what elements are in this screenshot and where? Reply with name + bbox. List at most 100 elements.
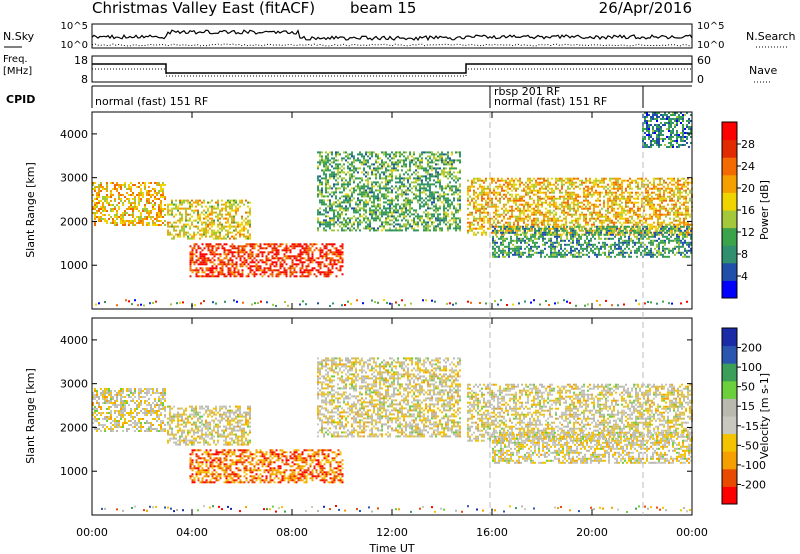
- heatmap-cell: [179, 203, 181, 206]
- heatmap-cell: [199, 215, 201, 218]
- heatmap-cell: [281, 257, 284, 260]
- heatmap-cell: [96, 212, 98, 214]
- heatmap-cell: [321, 177, 323, 180]
- heatmap-cell: [563, 211, 565, 214]
- heatmap-cell: [577, 207, 579, 210]
- heatmap-cell: [587, 189, 589, 192]
- heatmap-cell: [261, 261, 264, 264]
- heatmap-cell: [449, 199, 451, 202]
- heatmap-cell: [621, 185, 623, 188]
- heatmap-cell: [425, 227, 427, 230]
- heatmap-cell: [375, 197, 377, 200]
- heatmap-cell: [171, 207, 173, 210]
- heatmap-cell: [459, 191, 461, 194]
- heatmap-cell: [439, 221, 441, 224]
- heatmap-cell: [96, 206, 98, 208]
- heatmap-cell: [609, 185, 611, 188]
- heatmap-cell: [425, 201, 427, 204]
- heatmap-cell: [539, 211, 541, 214]
- heatmap-cell: [375, 161, 377, 164]
- heatmap-cell: [625, 179, 627, 182]
- heatmap-cell: [345, 229, 347, 232]
- heatmap-cell: [599, 179, 601, 182]
- heatmap-cell: [433, 205, 435, 208]
- heatmap-cell: [229, 231, 231, 234]
- heatmap-cell: [381, 163, 383, 166]
- heatmap-cell: [575, 185, 577, 188]
- heatmap-cell: [427, 205, 429, 208]
- heatmap-cell: [379, 205, 381, 208]
- heatmap-cell: [427, 173, 429, 176]
- heatmap-cell: [613, 197, 615, 200]
- heatmap-cell: [427, 217, 429, 220]
- heatmap-cell: [373, 227, 375, 230]
- heatmap-cell: [349, 181, 351, 184]
- heatmap-cell: [507, 187, 509, 190]
- heatmap-cell: [249, 261, 252, 264]
- heatmap-cell: [104, 200, 106, 202]
- heatmap-cell: [277, 245, 280, 248]
- heatmap-cell: [373, 213, 375, 216]
- heatmap-cell: [185, 199, 187, 202]
- heatmap-cell: [395, 175, 397, 178]
- heatmap-cell: [357, 187, 359, 190]
- heatmap-cell: [345, 173, 347, 176]
- heatmap-cell: [146, 200, 148, 202]
- heatmap-cell: [409, 209, 411, 212]
- heatmap-cell: [207, 259, 210, 262]
- heatmap-cell: [225, 201, 227, 204]
- heatmap-cell: [397, 215, 399, 218]
- heatmap-cell: [595, 217, 597, 220]
- heatmap-cell: [445, 197, 447, 200]
- heatmap-cell: [533, 207, 535, 210]
- heatmap-cell: [403, 179, 405, 182]
- heatmap-cell: [441, 153, 443, 156]
- heatmap-cell: [269, 273, 272, 276]
- heatmap-cell: [207, 243, 210, 246]
- heatmap-cell: [665, 209, 667, 212]
- heatmap-cell: [449, 187, 451, 190]
- heatmap-cell: [639, 225, 641, 228]
- heatmap-cell: [221, 229, 223, 232]
- heatmap-cell: [321, 243, 324, 246]
- heatmap-cell: [609, 197, 611, 200]
- heatmap-cell: [383, 211, 385, 214]
- heatmap-cell: [557, 187, 559, 190]
- heatmap-cell: [253, 273, 256, 276]
- heatmap-cell: [407, 223, 409, 226]
- heatmap-cell: [303, 275, 306, 278]
- heatmap-cell: [621, 181, 623, 184]
- heatmap-cell: [379, 191, 381, 194]
- heatmap-cell: [203, 231, 205, 234]
- heatmap-cell: [663, 179, 665, 182]
- heatmap-cell: [337, 219, 339, 222]
- heatmap-cell: [391, 207, 393, 210]
- heatmap-cell: [459, 197, 461, 200]
- heatmap-cell: [189, 201, 191, 204]
- heatmap-cell: [345, 219, 347, 222]
- heatmap-cell: [413, 177, 415, 180]
- heatmap-cell: [307, 271, 310, 274]
- heatmap-cell: [507, 181, 509, 184]
- heatmap-cell: [675, 211, 677, 214]
- heatmap-cell: [359, 229, 361, 232]
- heatmap-cell: [527, 229, 529, 232]
- heatmap-cell: [409, 205, 411, 208]
- heatmap-cell: [333, 167, 335, 170]
- heatmap-cell: [605, 219, 607, 222]
- heatmap-cell: [391, 215, 393, 218]
- heatmap-cell: [333, 261, 336, 264]
- heatmap-cell: [397, 177, 399, 180]
- heatmap-cell: [239, 233, 241, 236]
- heatmap-cell: [551, 183, 553, 186]
- heatmap-cell: [351, 217, 353, 220]
- heatmap-cell: [321, 199, 323, 202]
- heatmap-cell: [603, 195, 605, 198]
- nave-trace: [92, 68, 692, 77]
- heatmap-cell: [92, 208, 94, 210]
- heatmap-cell: [353, 191, 355, 194]
- heatmap-cell: [195, 251, 198, 254]
- heatmap-cell: [305, 271, 308, 274]
- heatmap-cell: [537, 197, 539, 200]
- heatmap-cell: [343, 209, 345, 212]
